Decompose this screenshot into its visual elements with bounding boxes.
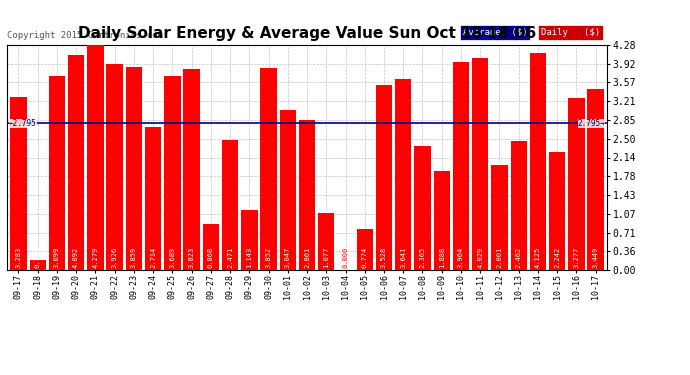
Bar — [260, 68, 277, 270]
Bar — [491, 165, 508, 270]
Bar — [472, 58, 489, 270]
Bar — [106, 64, 123, 270]
Bar — [145, 128, 161, 270]
Bar — [68, 55, 84, 270]
Text: 0.774: 0.774 — [362, 247, 368, 268]
Title: Daily Solar Energy & Average Value Sun Oct 18 18:06: Daily Solar Energy & Average Value Sun O… — [78, 26, 536, 41]
Text: 0.868: 0.868 — [208, 247, 214, 268]
Text: 3.964: 3.964 — [458, 247, 464, 268]
Text: 3.852: 3.852 — [266, 247, 272, 268]
Text: 1.077: 1.077 — [324, 247, 329, 268]
Text: 2.242: 2.242 — [554, 247, 560, 268]
Text: Average  ($): Average ($) — [463, 28, 528, 37]
Text: 4.125: 4.125 — [535, 247, 541, 268]
Text: 3.641: 3.641 — [400, 247, 406, 268]
Bar — [164, 76, 181, 270]
Bar — [569, 98, 584, 270]
Bar — [299, 120, 315, 270]
Bar — [453, 62, 469, 270]
Text: 3.823: 3.823 — [188, 247, 195, 268]
Bar — [222, 140, 238, 270]
Bar — [587, 88, 604, 270]
Text: 3.449: 3.449 — [593, 247, 599, 268]
Text: Copyright 2015 Cartronics.com: Copyright 2015 Cartronics.com — [7, 32, 163, 40]
Bar — [10, 98, 27, 270]
Bar — [241, 210, 257, 270]
Text: 1.143: 1.143 — [246, 247, 253, 268]
Text: 3.859: 3.859 — [131, 247, 137, 268]
Bar — [184, 69, 200, 270]
Bar — [87, 45, 104, 270]
Text: 2.861: 2.861 — [304, 247, 310, 268]
Text: 1.888: 1.888 — [439, 247, 445, 268]
Text: 2.471: 2.471 — [227, 247, 233, 268]
Text: 3.528: 3.528 — [381, 247, 387, 268]
Text: 3.689: 3.689 — [169, 247, 175, 268]
Text: Daily   ($): Daily ($) — [541, 28, 600, 37]
Bar — [433, 171, 450, 270]
Bar — [414, 146, 431, 270]
Text: 2.714: 2.714 — [150, 247, 156, 268]
Text: 3.699: 3.699 — [54, 247, 60, 268]
Text: 2.001: 2.001 — [496, 247, 502, 268]
Bar — [203, 224, 219, 270]
Bar — [511, 141, 527, 270]
Text: 3.047: 3.047 — [285, 247, 290, 268]
Text: 4.029: 4.029 — [477, 247, 483, 268]
Bar — [49, 75, 65, 270]
Text: 3.283: 3.283 — [15, 247, 21, 268]
Bar — [318, 213, 335, 270]
Text: 4.092: 4.092 — [73, 247, 79, 268]
Bar — [530, 53, 546, 270]
Text: 4.279: 4.279 — [92, 247, 99, 268]
Text: 0.198: 0.198 — [34, 247, 41, 268]
Bar — [395, 79, 411, 270]
Bar — [30, 260, 46, 270]
Text: 2.795→: 2.795→ — [578, 118, 605, 128]
Bar — [126, 67, 142, 270]
Text: 3.277: 3.277 — [573, 247, 580, 268]
Bar — [549, 152, 565, 270]
Bar — [376, 84, 392, 270]
Bar — [357, 229, 373, 270]
Text: 0.000: 0.000 — [342, 247, 348, 268]
Text: 2.365: 2.365 — [420, 247, 426, 268]
Bar — [279, 110, 296, 270]
Text: 3.926: 3.926 — [112, 247, 118, 268]
Text: 2.462: 2.462 — [515, 247, 522, 268]
Text: ←2.795: ←2.795 — [9, 118, 37, 128]
